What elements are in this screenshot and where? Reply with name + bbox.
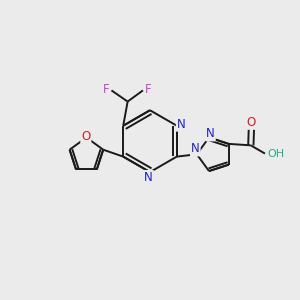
- Text: OH: OH: [267, 149, 284, 159]
- Text: O: O: [81, 130, 91, 143]
- Text: N: N: [177, 118, 186, 131]
- Text: O: O: [247, 116, 256, 129]
- Text: N: N: [191, 142, 200, 155]
- Text: F: F: [103, 83, 110, 96]
- Text: N: N: [206, 128, 215, 140]
- Text: N: N: [144, 171, 153, 184]
- Text: F: F: [145, 83, 152, 96]
